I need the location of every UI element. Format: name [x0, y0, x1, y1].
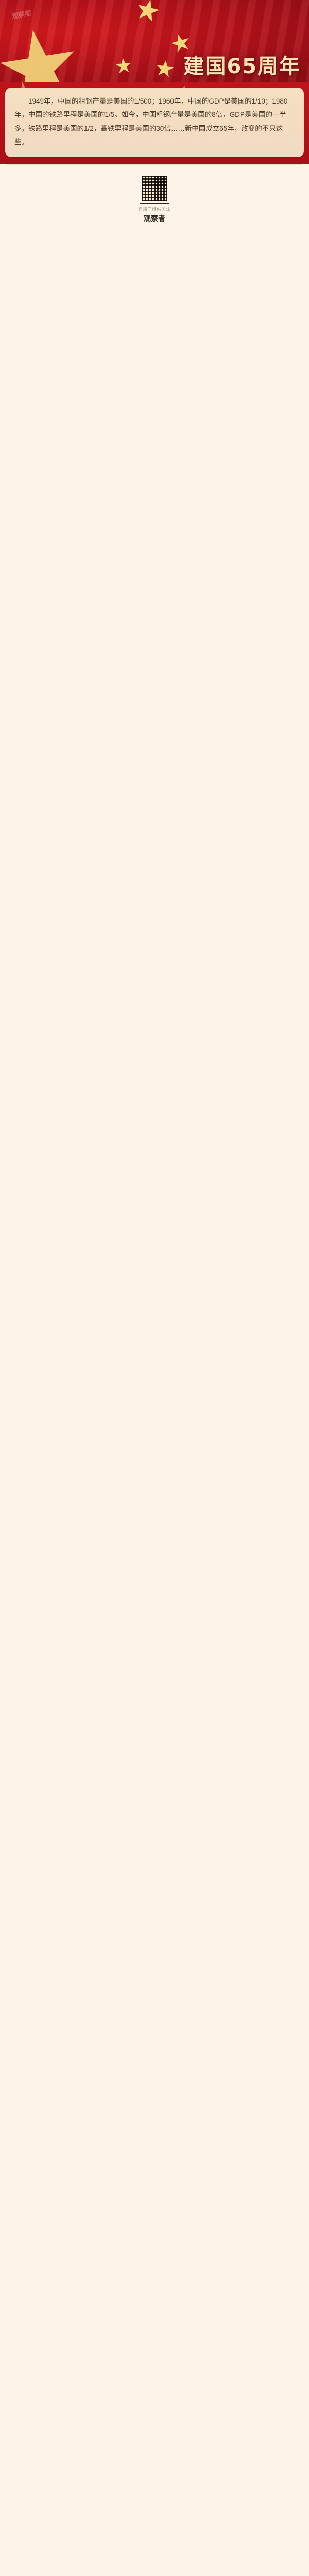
flag-fold-texture [0, 0, 309, 82]
qr-code-icon [140, 174, 169, 204]
intro-paragraph: 1949年，中国的粗钢产量是美国的1/500；1960年，中国的GDP是美国的1… [5, 88, 304, 158]
flag-star-4-icon: ★ [113, 54, 134, 78]
page-title: 建国65周年 [183, 55, 301, 78]
footer-brand: 观察者 [144, 215, 165, 224]
footer: 扫描二维码关注 观察者 [0, 165, 309, 236]
footer-divider [7, 164, 302, 165]
intro-section: ★ ★ ★ 1949年，中国的粗钢产量是美国的1/500；1960年，中国的GD… [0, 71, 309, 165]
footer-subtitle: 扫描二维码关注 [138, 207, 171, 212]
infographic-page: ★ ★ ★ ★ ★ 观察者 建国65周年 ★ ★ ★ 1949年，中国的粗钢产量… [0, 0, 309, 236]
hero-banner: ★ ★ ★ ★ ★ 观察者 建国65周年 [0, 0, 309, 82]
